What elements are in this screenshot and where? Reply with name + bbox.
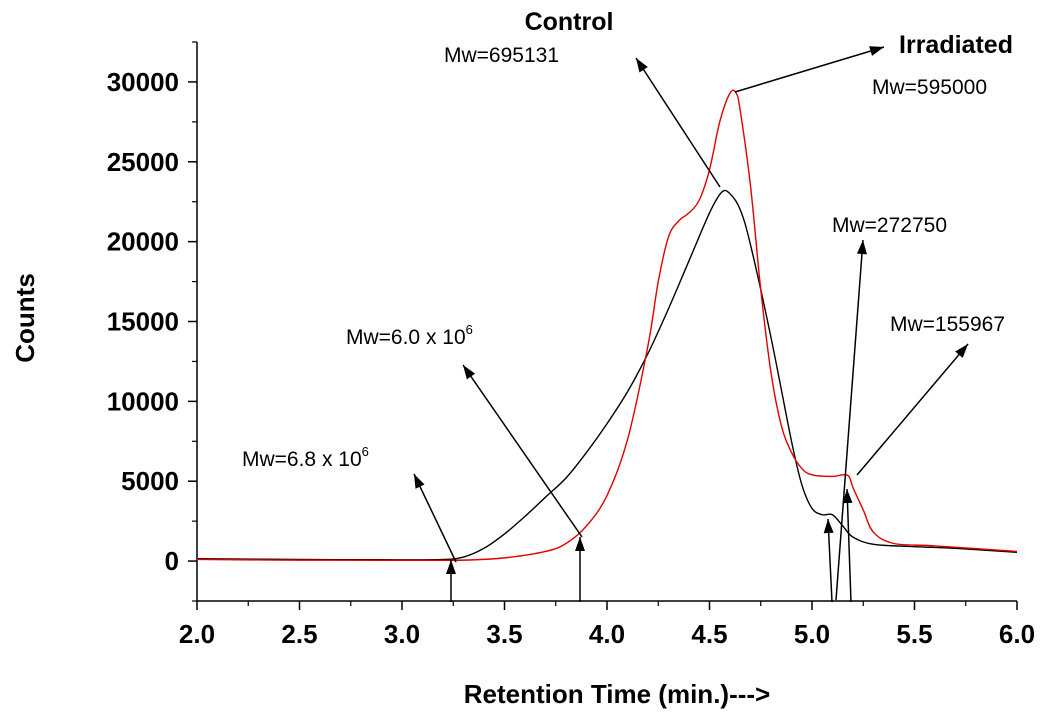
x-tick-label: 4.5 <box>691 619 727 649</box>
arrow-up-3-88-head <box>575 537 585 551</box>
y-tick-labels: 0 5000 10000 15000 20000 25000 30000 <box>107 67 179 576</box>
arrow-up-5-18-shaft <box>847 489 851 602</box>
arrow-mw-272750-head <box>857 240 867 254</box>
arrow-up-3-88 <box>575 537 585 602</box>
y-tick-label: 0 <box>165 546 179 576</box>
y-tick-label: 30000 <box>107 67 179 97</box>
arrow-up-3-25 <box>446 560 456 602</box>
arrow-mw-272750 <box>836 240 867 600</box>
x-tick-label: 4.0 <box>589 619 625 649</box>
arrow-up-5-08-head <box>824 519 834 533</box>
x-tick-label: 3.0 <box>384 619 420 649</box>
annotation-mw-272750: Mw=272750 <box>832 214 947 237</box>
annotation-mw-155967: Mw=155967 <box>890 313 1005 336</box>
x-axis-title: Retention Time (min.)---> <box>464 679 770 709</box>
arrow-mw-6-8e6 <box>414 474 456 562</box>
series-line-control <box>197 190 1017 559</box>
y-tick-label: 25000 <box>107 147 179 177</box>
series-label-irradiated: Irradiated <box>899 31 1013 59</box>
annotation-mw-6-0e6-base: Mw=6.0 x 10 <box>346 326 466 349</box>
x-tick-label: 6.0 <box>999 619 1035 649</box>
annotation-mw-irradiated: Mw=595000 <box>872 76 987 99</box>
annotation-mw-control: Mw=695131 <box>444 44 559 67</box>
arrow-irradiated-shaft <box>735 47 884 92</box>
arrow-mw-6-0e6-shaft <box>463 365 582 537</box>
annotation-mw-6-8e6-exponent: 6 <box>362 444 369 459</box>
arrow-irradiated-head <box>869 46 884 56</box>
annotation-mw-6-0e6-exponent: 6 <box>466 322 473 337</box>
arrow-mw-155967 <box>857 344 968 475</box>
annotation-arrows <box>414 46 968 602</box>
arrow-mw-control-head <box>636 58 648 72</box>
x-tick-labels: 2.0 2.5 3.0 3.5 4.0 4.5 5.0 5.5 6.0 <box>179 619 1035 649</box>
y-tick-label: 10000 <box>107 386 179 416</box>
arrow-up-5-08 <box>824 519 834 602</box>
x-tick-label: 3.5 <box>486 619 522 649</box>
arrow-mw-6-8e6-head <box>414 474 425 489</box>
arrow-mw-control <box>636 58 720 187</box>
y-axis-title: Counts <box>10 273 40 363</box>
x-tick-label: 2.0 <box>179 619 215 649</box>
annotation-mw-6-8e6-base: Mw=6.8 x 10 <box>242 448 362 471</box>
y-tick-label: 5000 <box>121 466 179 496</box>
x-tick-label: 5.0 <box>794 619 830 649</box>
series-label-control: Control <box>525 8 614 36</box>
annotation-mw-6-8e6: Mw=6.8 x 106 <box>242 444 369 471</box>
arrow-mw-6-0e6 <box>463 365 582 537</box>
y-tick-label: 20000 <box>107 227 179 257</box>
arrow-irradiated <box>735 46 884 92</box>
arrow-up-3-25-head <box>446 560 456 574</box>
x-tick-label: 5.5 <box>896 619 932 649</box>
arrow-mw-6-0e6-head <box>463 365 475 379</box>
annotation-mw-6-0e6: Mw=6.0 x 106 <box>346 322 473 349</box>
arrow-mw-6-8e6-shaft <box>414 474 456 562</box>
arrow-mw-control-shaft <box>636 58 720 187</box>
y-tick-label: 15000 <box>107 307 179 337</box>
arrow-mw-155967-shaft <box>857 344 968 475</box>
x-tick-label: 2.5 <box>281 619 317 649</box>
arrow-up-5-18 <box>842 489 852 602</box>
